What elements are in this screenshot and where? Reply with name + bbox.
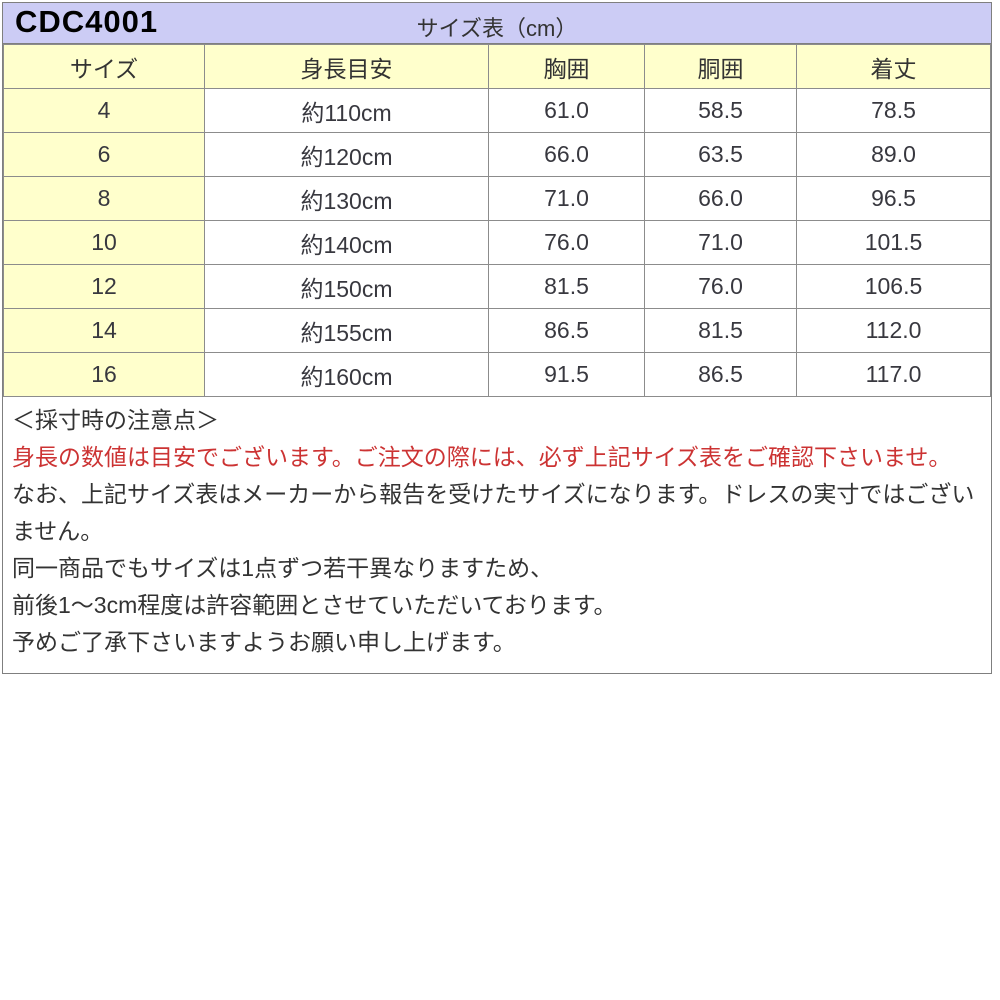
cell-length: 106.5 [796,264,991,309]
table-row: 16 約160cm 91.5 86.5 117.0 [3,352,991,397]
size-chart-panel: CDC4001 サイズ表（cm） サイズ 身長目安 胸囲 胴囲 着丈 4 約11… [2,2,992,674]
cell-length: 112.0 [796,308,991,353]
notes-line: 予めご了承下さいますようお願い申し上げます。 [12,629,516,655]
cell-chest: 71.0 [488,176,645,221]
cell-size: 14 [3,308,205,353]
table-row: 8 約130cm 71.0 66.0 96.5 [3,176,991,221]
cell-waist: 63.5 [644,132,797,177]
cell-chest: 61.0 [488,88,645,133]
cell-height: 約160cm [204,352,489,397]
cell-chest: 76.0 [488,220,645,265]
cell-length: 89.0 [796,132,991,177]
cell-size: 16 [3,352,205,397]
notes-line: 前後1～3cm程度は許容範囲とさせていただいております。 [12,592,617,618]
table-row: 10 約140cm 76.0 71.0 101.5 [3,220,991,265]
cell-length: 78.5 [796,88,991,133]
column-header-chest: 胸囲 [488,44,645,89]
table-row: 6 約120cm 66.0 63.5 89.0 [3,132,991,177]
table-row: 14 約155cm 86.5 81.5 112.0 [3,308,991,353]
column-header-height: 身長目安 [204,44,489,89]
cell-length: 96.5 [796,176,991,221]
cell-chest: 81.5 [488,264,645,309]
notes-line: 同一商品でもサイズは1点ずつ若干異なりますため、 [12,555,554,581]
cell-height: 約150cm [204,264,489,309]
cell-size: 8 [3,176,205,221]
table-row: 4 約110cm 61.0 58.5 78.5 [3,88,991,133]
cell-size: 12 [3,264,205,309]
cell-chest: 86.5 [488,308,645,353]
cell-length: 117.0 [796,352,991,397]
measurement-notes: ＜採寸時の注意点＞ 身長の数値は目安でございます。ご注文の際には、必ず上記サイズ… [3,397,991,673]
cell-height: 約140cm [204,220,489,265]
size-table: サイズ 身長目安 胸囲 胴囲 着丈 4 約110cm 61.0 58.5 78.… [3,44,991,397]
page-title: サイズ表（cm） [416,16,578,41]
table-row: 12 約150cm 81.5 76.0 106.5 [3,264,991,309]
cell-height: 約155cm [204,308,489,353]
cell-chest: 91.5 [488,352,645,397]
table-header-row: サイズ 身長目安 胸囲 胴囲 着丈 [3,44,991,89]
cell-height: 約120cm [204,132,489,177]
column-header-length: 着丈 [796,44,991,89]
cell-waist: 76.0 [644,264,797,309]
column-header-waist: 胴囲 [644,44,797,89]
cell-height: 約130cm [204,176,489,221]
cell-size: 6 [3,132,205,177]
cell-size: 4 [3,88,205,133]
column-header-size: サイズ [3,44,205,89]
cell-size: 10 [3,220,205,265]
title-bar: CDC4001 サイズ表（cm） [3,3,991,44]
cell-waist: 71.0 [644,220,797,265]
cell-waist: 66.0 [644,176,797,221]
notes-warning: 身長の数値は目安でございます。ご注文の際には、必ず上記サイズ表をご確認下さいませ… [12,444,952,470]
product-code: CDC4001 [15,4,159,39]
cell-length: 101.5 [796,220,991,265]
cell-chest: 66.0 [488,132,645,177]
cell-waist: 58.5 [644,88,797,133]
cell-waist: 86.5 [644,352,797,397]
cell-height: 約110cm [204,88,489,133]
notes-line: なお、上記サイズ表はメーカーから報告を受けたサイズになります。ドレスの実寸ではご… [12,481,975,544]
notes-heading: ＜採寸時の注意点＞ [12,407,219,433]
cell-waist: 81.5 [644,308,797,353]
